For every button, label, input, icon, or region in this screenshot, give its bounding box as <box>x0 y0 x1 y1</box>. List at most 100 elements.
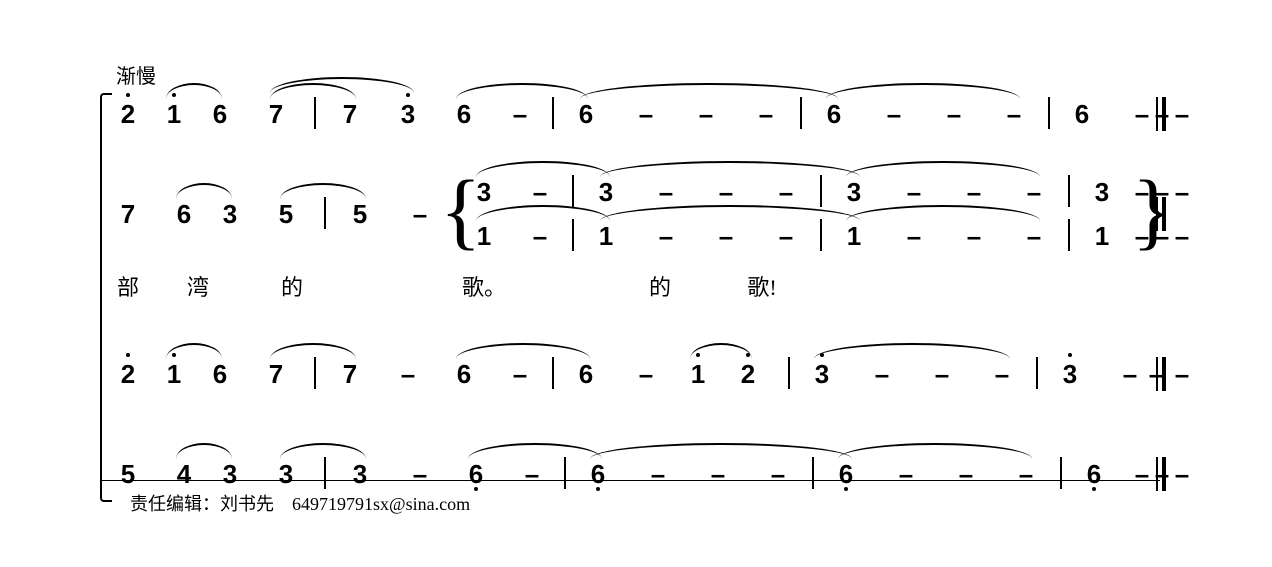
staff-v2: 76355–3–3–––3–––3–––1–1–––1–––1–––{} <box>100 195 1180 239</box>
barline <box>800 97 802 129</box>
note: 7 <box>269 99 283 130</box>
beat-dash: – <box>639 359 653 390</box>
beat-dash: – <box>1135 459 1149 490</box>
page-root: 渐慢 2167736–6–––6–––6–––76355–3–3–––3–––3… <box>0 0 1272 567</box>
lyric-syllable: 部 <box>117 270 139 302</box>
note: 1 <box>691 359 705 390</box>
octave-dot-above <box>406 93 410 97</box>
slur <box>580 83 838 99</box>
barline <box>324 457 326 489</box>
slur <box>838 443 1032 459</box>
slur <box>176 183 232 199</box>
note: 3 <box>279 459 293 490</box>
note: 5 <box>121 459 135 490</box>
note: 3 <box>353 459 367 490</box>
note: 2 <box>121 99 135 130</box>
slur <box>476 205 610 221</box>
note: 6 <box>579 359 593 390</box>
barline <box>314 97 316 129</box>
beat-dash: – <box>935 359 949 390</box>
beat-dash: – <box>771 459 785 490</box>
lyric-syllable: 歌。 <box>462 270 506 302</box>
brace-right: } <box>1132 167 1173 253</box>
beat-dash: – <box>719 177 733 208</box>
note: 6 <box>1075 99 1089 130</box>
beat-dash: – <box>759 99 773 130</box>
beat-dash: – <box>401 359 415 390</box>
slur <box>690 343 752 359</box>
beat-dash: – <box>995 359 1009 390</box>
slur <box>270 343 356 359</box>
beat-dash: – <box>413 199 427 230</box>
note: 4 <box>177 459 191 490</box>
beat-dash: – <box>779 221 793 252</box>
beat-dash: – <box>1175 459 1189 490</box>
note: 6 <box>469 459 483 490</box>
note: 6 <box>457 99 471 130</box>
beat-dash: – <box>967 221 981 252</box>
note: 6 <box>591 459 605 490</box>
beat-dash: – <box>719 221 733 252</box>
barline <box>1048 97 1050 129</box>
barline <box>572 219 574 251</box>
note: 6 <box>839 459 853 490</box>
barline <box>820 219 822 251</box>
beat-dash: – <box>779 177 793 208</box>
note: 6 <box>579 99 593 130</box>
barline <box>314 357 316 389</box>
beat-dash: – <box>1027 221 1041 252</box>
beat-dash: – <box>533 221 547 252</box>
slur <box>826 83 1020 99</box>
lyric-syllable: 歌! <box>747 270 776 302</box>
note: 7 <box>269 359 283 390</box>
note: 3 <box>401 99 415 130</box>
note: 6 <box>213 99 227 130</box>
octave-dot-above <box>126 353 130 357</box>
barline <box>572 175 574 207</box>
barline <box>1036 357 1038 389</box>
slur <box>456 83 588 99</box>
note: 1 <box>1095 221 1109 252</box>
note: 1 <box>847 221 861 252</box>
barline <box>564 457 566 489</box>
slur <box>846 205 1040 221</box>
note: 5 <box>279 199 293 230</box>
beat-dash: – <box>959 459 973 490</box>
beat-dash: – <box>907 177 921 208</box>
note: 7 <box>121 199 135 230</box>
note: 3 <box>847 177 861 208</box>
beat-dash: – <box>1123 359 1137 390</box>
beat-dash: – <box>1175 221 1189 252</box>
staff-v1: 2167736–6–––6–––6––– <box>100 95 1180 139</box>
beat-dash: – <box>1175 359 1189 390</box>
note: 6 <box>457 359 471 390</box>
barline <box>1068 175 1070 207</box>
beat-dash: – <box>907 221 921 252</box>
note: 6 <box>177 199 191 230</box>
octave-dot-below <box>1092 487 1096 491</box>
beat-dash: – <box>1007 99 1021 130</box>
barline <box>324 197 326 229</box>
beat-dash: – <box>887 99 901 130</box>
note: 2 <box>121 359 135 390</box>
beat-dash: – <box>1019 459 1033 490</box>
staff-v3: 21677–6–6–123–––3––– <box>100 355 1180 399</box>
slur <box>468 443 602 459</box>
slur <box>280 183 366 199</box>
slur <box>600 205 860 221</box>
slur <box>166 343 222 359</box>
note: 5 <box>353 199 367 230</box>
note: 3 <box>1095 177 1109 208</box>
note: 7 <box>343 99 357 130</box>
octave-dot-above <box>126 93 130 97</box>
note: 6 <box>827 99 841 130</box>
note: 7 <box>343 359 357 390</box>
note: 3 <box>223 199 237 230</box>
beat-dash: – <box>967 177 981 208</box>
barline <box>1068 219 1070 251</box>
lyric-syllable: 的 <box>281 270 303 302</box>
octave-dot-below <box>596 487 600 491</box>
beat-dash: – <box>659 177 673 208</box>
note: 3 <box>223 459 237 490</box>
lyrics-row: 部湾的歌。的歌! <box>100 270 1180 300</box>
